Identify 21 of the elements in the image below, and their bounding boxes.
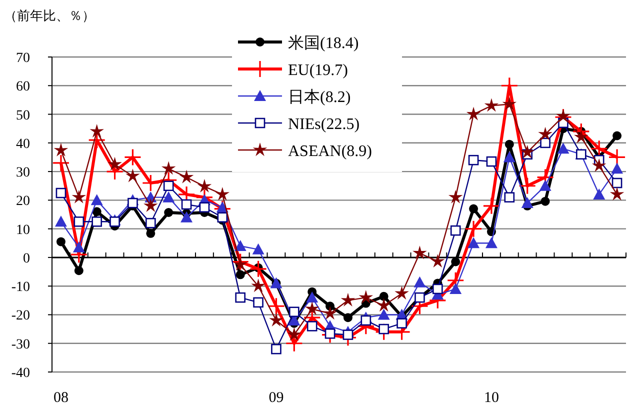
y-tick-label: 20 <box>16 194 30 210</box>
y-tick-label: -30 <box>11 337 30 352</box>
y-tick-label: -20 <box>11 308 30 324</box>
y-axis-title: （前年比、％） <box>4 8 95 23</box>
y-tick-label: 50 <box>16 108 30 124</box>
y-tick-label: 10 <box>16 222 30 238</box>
y-tick-label: 30 <box>16 166 30 181</box>
x-tick-label: 10 <box>484 390 499 406</box>
legend-label: ASEAN(8.9) <box>288 143 372 160</box>
y-tick-label: 40 <box>16 136 30 152</box>
y-tick-label: 0 <box>23 251 30 266</box>
x-tick-label: 09 <box>268 390 284 406</box>
legend-label: EU(19.7) <box>288 62 348 79</box>
legend-label: 米国(18.4) <box>288 34 359 52</box>
legend-label: 日本(8.2) <box>288 88 351 106</box>
y-tick-label: 70 <box>16 51 30 66</box>
y-tick-label: -40 <box>11 366 30 381</box>
legend-label: NIEs(22.5) <box>288 116 360 133</box>
x-tick-label: 08 <box>53 390 68 406</box>
y-tick-label: 60 <box>16 80 30 95</box>
y-tick-label: -10 <box>11 280 30 296</box>
